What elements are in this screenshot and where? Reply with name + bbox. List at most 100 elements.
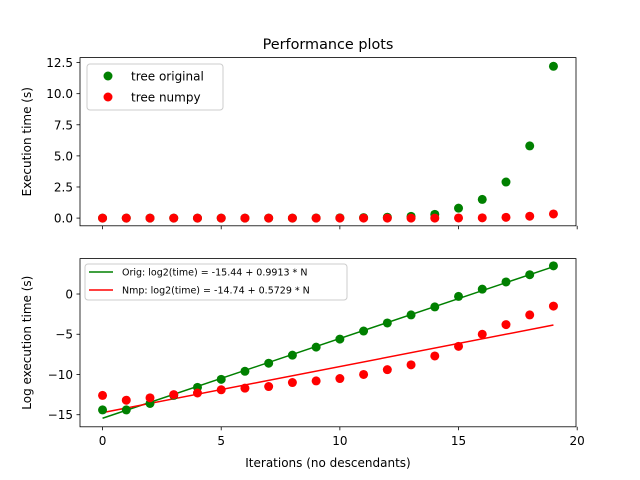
point-tree-original (98, 405, 108, 415)
top-legend-box (86, 63, 224, 111)
point-tree-original (264, 358, 274, 368)
point-tree-numpy (501, 212, 511, 222)
point-tree-original (501, 277, 511, 287)
point-tree-numpy (216, 213, 226, 223)
point-tree-numpy (216, 385, 226, 395)
point-tree-numpy (98, 213, 108, 223)
x-tick-label: 15 (451, 434, 466, 448)
y-tick-label: 12.5 (46, 56, 73, 70)
point-tree-numpy (406, 360, 416, 370)
point-tree-numpy (477, 213, 487, 223)
point-tree-original (454, 203, 464, 213)
y-tick-label: −15 (48, 408, 73, 422)
point-tree-numpy (98, 390, 108, 400)
x-axis-label: Iterations (no descendants) (245, 456, 410, 470)
figure-title: Performance plots (263, 37, 394, 53)
point-tree-numpy (382, 213, 392, 223)
legend-label-orig-fit: Orig: log2(time) = -15.44 + 0.9913 * N (122, 268, 307, 279)
point-tree-numpy (264, 213, 274, 223)
point-tree-original (311, 342, 321, 352)
point-tree-original (335, 334, 345, 344)
top-y-axis-label: Execution time (s) (20, 87, 34, 196)
point-tree-original (406, 310, 416, 320)
point-tree-original (501, 177, 511, 187)
point-tree-numpy (525, 211, 535, 221)
point-tree-numpy (525, 310, 535, 320)
point-tree-original (477, 284, 487, 294)
point-tree-numpy (287, 213, 297, 223)
point-tree-original (525, 141, 535, 151)
fit-line-nmp (102, 324, 554, 414)
legend-label-tree-numpy: tree numpy (131, 91, 201, 105)
top-legend: tree original tree numpy (86, 63, 224, 111)
point-tree-original (240, 366, 250, 376)
bottom-y-ticks: −15 −10 −5 0 (48, 288, 80, 422)
point-tree-numpy (406, 213, 416, 223)
point-tree-numpy (287, 378, 297, 388)
top-panel: 0.02.55.07.510.012.5 Execution time (s) … (20, 56, 578, 230)
point-tree-numpy (454, 213, 464, 223)
point-tree-numpy (501, 320, 511, 330)
point-tree-original (430, 302, 440, 312)
point-tree-numpy (335, 374, 345, 384)
bottom-x-ticks: 0 5 10 15 20 (99, 426, 585, 448)
bottom-legend-box (84, 263, 348, 301)
point-tree-numpy (548, 209, 558, 219)
point-tree-numpy (121, 213, 131, 223)
point-tree-numpy (359, 369, 369, 379)
point-tree-numpy (145, 213, 155, 223)
point-tree-original (454, 291, 464, 301)
bottom-legend: Orig: log2(time) = -15.44 + 0.9913 * N N… (84, 263, 348, 301)
point-tree-numpy (382, 365, 392, 375)
legend-marker-tree-numpy (103, 92, 113, 102)
point-tree-original (548, 61, 558, 71)
point-tree-numpy (145, 393, 155, 403)
point-tree-numpy (240, 383, 250, 393)
point-tree-original (477, 194, 487, 204)
y-tick-label: −10 (48, 368, 73, 382)
x-tick-label: 20 (570, 434, 585, 448)
top-y-ticks: 0.0 2.5 5.0 7.5 10.0 12.5 (46, 56, 80, 226)
point-tree-numpy (359, 213, 369, 223)
legend-marker-tree-original (103, 71, 113, 81)
point-tree-numpy (311, 376, 321, 386)
x-tick-label: 5 (217, 434, 225, 448)
point-tree-numpy (121, 395, 131, 405)
bottom-axes-frame (79, 258, 577, 428)
point-tree-original (216, 374, 226, 384)
point-tree-numpy (192, 388, 202, 398)
x-tick-label: 10 (332, 434, 347, 448)
y-tick-label: −5 (55, 328, 73, 342)
bottom-scatter-marks (98, 261, 558, 415)
point-tree-numpy (240, 213, 250, 223)
point-tree-numpy (430, 213, 440, 223)
point-tree-original (525, 270, 535, 280)
top-scatter-marks (98, 61, 558, 223)
point-tree-original (548, 261, 558, 271)
point-tree-numpy (477, 329, 487, 339)
point-tree-numpy (311, 213, 321, 223)
point-tree-original (121, 405, 131, 415)
point-tree-original (359, 326, 369, 336)
point-tree-numpy (169, 390, 179, 400)
top-axes-frame (79, 57, 577, 227)
point-tree-original (382, 318, 392, 328)
x-tick-label: 0 (99, 434, 107, 448)
top-x-ticks (102, 225, 578, 230)
y-tick-label: 10.0 (46, 87, 73, 101)
y-tick-label: 0 (65, 288, 73, 302)
point-tree-original (287, 350, 297, 360)
point-tree-numpy (454, 341, 464, 351)
point-tree-numpy (548, 301, 558, 311)
y-tick-label: 0.0 (54, 212, 73, 226)
point-tree-numpy (264, 382, 274, 392)
bottom-panel: −15 −10 −5 0 0 5 10 15 20 Log execution time (s… (20, 258, 585, 470)
point-tree-numpy (169, 213, 179, 223)
legend-label-nmp-fit: Nmp: log2(time) = -14.74 + 0.5729 * N (122, 286, 310, 297)
y-tick-label: 5.0 (54, 149, 73, 163)
point-tree-numpy (430, 351, 440, 361)
point-tree-numpy (192, 213, 202, 223)
legend-label-tree-original: tree original (131, 70, 204, 84)
point-tree-numpy (335, 213, 345, 223)
